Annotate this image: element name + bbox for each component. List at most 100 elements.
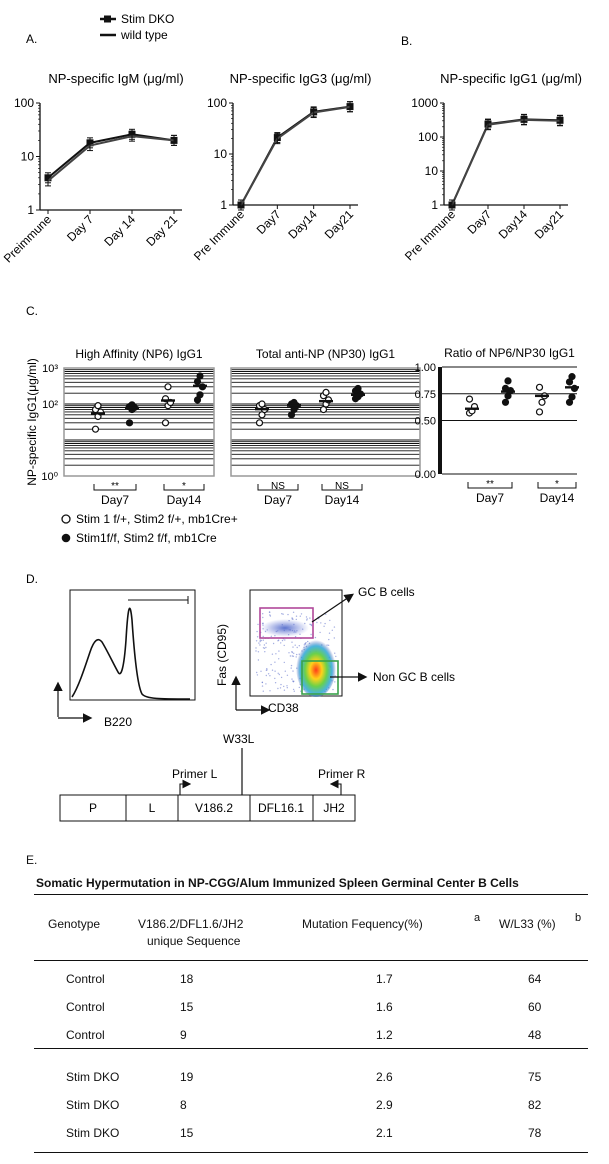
flow-event <box>292 611 295 613</box>
flow-event <box>309 617 311 619</box>
y-axis <box>438 367 442 474</box>
chart-title: NP-specific IgM (μg/ml) <box>48 71 183 86</box>
flow-event <box>259 644 261 646</box>
flow-event <box>295 618 297 621</box>
flow-event <box>262 635 264 638</box>
chart-igg1: NP-specific IgG1 (μg/ml) 1 10 100 1000 Pre Im… <box>402 71 582 263</box>
flow-event <box>256 636 259 638</box>
cell-w33: 64 <box>528 972 542 986</box>
flow-event <box>277 687 279 690</box>
control-point <box>535 408 544 416</box>
primer-l-label: Primer L <box>172 767 218 781</box>
flow-event <box>257 659 260 661</box>
flow-event <box>332 688 334 691</box>
y-tick-label: 10³ <box>42 363 58 375</box>
x-tick-label: Day21 <box>322 207 357 242</box>
legend-filled-label: Stim1f/f, Stim2 f/f, mb1Cre <box>76 531 217 545</box>
segment-p: P <box>89 801 97 815</box>
cell-genotype: Stim DKO <box>66 1098 120 1112</box>
flow-event <box>263 644 266 646</box>
flow-event <box>296 653 298 656</box>
flow-event <box>262 613 264 615</box>
flow-event <box>289 655 292 657</box>
table-title: Somatic Hypermutation in NP-CGG/Alum Imm… <box>36 876 519 890</box>
cell-sequences: 9 <box>180 1028 187 1042</box>
panel-label-d: D. <box>26 572 38 586</box>
flow-event <box>271 669 274 671</box>
cell-w33: 78 <box>528 1126 542 1140</box>
segment-v186: V186.2 <box>195 801 233 815</box>
dko-point <box>501 398 510 406</box>
header-genotype: Genotype <box>48 917 101 931</box>
flow-event <box>256 674 259 676</box>
legend-open-label: Stim 1 f/+, Stim2 f/+, mb1Cre+ <box>76 512 238 526</box>
control-point <box>535 383 544 391</box>
flow-event <box>281 639 284 642</box>
series-line <box>240 105 351 206</box>
series-line <box>240 105 351 206</box>
flow-event <box>260 639 262 642</box>
cell-sequences: 15 <box>180 1126 194 1140</box>
flow-event <box>283 644 285 647</box>
legend-top: Stim DKO wild type <box>100 12 174 42</box>
control-point <box>255 419 264 427</box>
flow-event <box>266 668 268 670</box>
chart-title: NP-specific IgG3 (μg/ml) <box>230 71 372 86</box>
cell-sequences: 18 <box>180 972 194 986</box>
group-label: Day14 <box>325 493 360 507</box>
flow-event <box>292 688 295 691</box>
panel-label-a: A. <box>26 32 37 46</box>
flow-event <box>280 676 283 679</box>
flow-event <box>255 647 257 649</box>
flow-event <box>274 670 276 672</box>
flow-event <box>298 645 300 647</box>
primer-r-arrow <box>329 779 342 795</box>
flow-event <box>310 633 312 636</box>
flow-event <box>284 670 286 672</box>
flow-event <box>288 652 290 654</box>
flow-event <box>260 670 262 672</box>
flow-event <box>270 635 272 637</box>
significance-bracket <box>321 484 363 491</box>
flow-event <box>262 622 264 625</box>
cell-w33: 75 <box>528 1070 542 1084</box>
flow-event <box>291 651 293 653</box>
flow-event <box>271 653 274 655</box>
cell-sequences: 15 <box>180 1000 194 1014</box>
flow-event <box>255 650 257 652</box>
flow-event <box>292 670 294 672</box>
flow-event <box>269 690 271 692</box>
significance-label: ** <box>486 479 494 490</box>
group-label: Day7 <box>264 493 292 507</box>
flow-event <box>262 690 264 692</box>
segment-l: L <box>149 801 156 815</box>
gene-bar <box>59 794 356 822</box>
flow-event <box>334 652 336 654</box>
series-line <box>451 118 561 206</box>
table-top-rule <box>34 894 588 895</box>
flow-event <box>329 619 331 622</box>
cell-mutation-frequency: 2.9 <box>376 1098 393 1112</box>
flow-event <box>283 689 286 691</box>
group-rule <box>34 1048 588 1049</box>
primer-l-arrow <box>179 779 192 795</box>
flow-event <box>293 652 295 654</box>
flow-plot: Fas (CD95) CD38 GC B cells Non GC B cell… <box>215 585 455 715</box>
flow-event <box>331 629 333 631</box>
y-tick-label: 100 <box>14 96 34 110</box>
flow-event <box>319 631 321 634</box>
flow-event <box>261 685 264 687</box>
flow-event <box>290 664 293 667</box>
flow-event <box>298 686 300 689</box>
b220-histogram: B220 <box>53 589 196 729</box>
w33l-label: W33L <box>223 732 255 746</box>
plot-frame <box>63 367 215 477</box>
cell-genotype: Stim DKO <box>66 1126 120 1140</box>
gc-b-cells-label: GC B cells <box>358 585 415 599</box>
y-tick-label: 10² <box>42 399 58 411</box>
primer-r-label: Primer R <box>318 767 366 781</box>
flow-event <box>294 644 296 646</box>
flow-event <box>265 674 267 677</box>
flow-event <box>286 687 288 689</box>
cell-sequences: 19 <box>180 1070 194 1084</box>
